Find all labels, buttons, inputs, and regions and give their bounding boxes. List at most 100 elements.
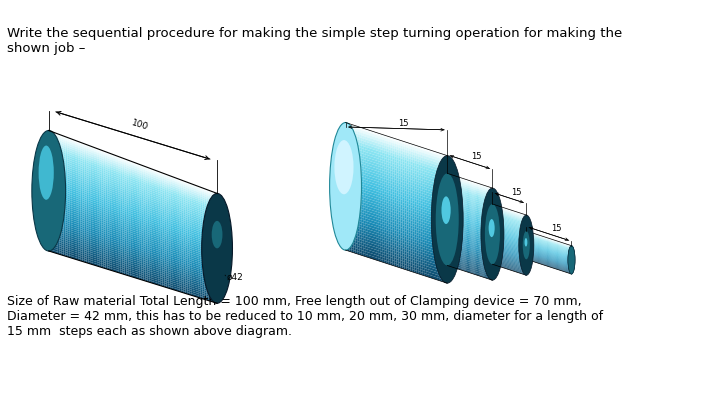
Polygon shape xyxy=(441,210,443,213)
Polygon shape xyxy=(213,291,215,294)
Polygon shape xyxy=(97,225,100,228)
Polygon shape xyxy=(148,280,150,282)
Polygon shape xyxy=(169,264,171,266)
Polygon shape xyxy=(395,205,396,208)
Polygon shape xyxy=(473,235,475,237)
Polygon shape xyxy=(83,159,85,162)
Polygon shape xyxy=(461,250,462,252)
Polygon shape xyxy=(437,206,439,209)
Polygon shape xyxy=(554,263,555,264)
Polygon shape xyxy=(548,249,549,250)
Polygon shape xyxy=(79,143,81,146)
Polygon shape xyxy=(97,190,100,193)
Polygon shape xyxy=(133,220,135,222)
Polygon shape xyxy=(171,246,173,248)
Polygon shape xyxy=(150,233,152,235)
Polygon shape xyxy=(81,237,83,240)
Polygon shape xyxy=(466,181,467,184)
Polygon shape xyxy=(476,227,477,229)
Polygon shape xyxy=(409,148,411,151)
Polygon shape xyxy=(366,190,368,194)
Polygon shape xyxy=(64,240,66,242)
Polygon shape xyxy=(472,226,473,228)
Polygon shape xyxy=(472,208,473,209)
Polygon shape xyxy=(354,158,355,162)
Polygon shape xyxy=(559,250,561,251)
Polygon shape xyxy=(453,234,454,236)
Polygon shape xyxy=(51,141,53,144)
Polygon shape xyxy=(556,264,557,265)
Polygon shape xyxy=(423,186,425,189)
Polygon shape xyxy=(125,180,127,183)
Polygon shape xyxy=(93,210,95,213)
Polygon shape xyxy=(485,206,486,208)
Polygon shape xyxy=(184,246,186,249)
Polygon shape xyxy=(355,159,358,162)
Polygon shape xyxy=(139,201,142,203)
Polygon shape xyxy=(471,247,472,250)
Polygon shape xyxy=(528,251,529,252)
Polygon shape xyxy=(360,198,362,202)
Polygon shape xyxy=(433,184,435,187)
Polygon shape xyxy=(83,186,85,189)
Polygon shape xyxy=(171,266,173,269)
Polygon shape xyxy=(372,154,374,157)
Polygon shape xyxy=(537,251,538,252)
Polygon shape xyxy=(200,285,203,288)
Polygon shape xyxy=(127,202,129,205)
Polygon shape xyxy=(144,231,146,233)
Polygon shape xyxy=(553,245,554,246)
Polygon shape xyxy=(439,250,441,253)
Polygon shape xyxy=(450,255,451,257)
Polygon shape xyxy=(165,178,167,180)
Polygon shape xyxy=(110,178,112,181)
Polygon shape xyxy=(569,264,570,265)
Polygon shape xyxy=(348,151,350,154)
Polygon shape xyxy=(425,163,427,167)
Polygon shape xyxy=(378,192,380,195)
Polygon shape xyxy=(209,231,211,233)
Polygon shape xyxy=(177,270,179,273)
Polygon shape xyxy=(411,197,413,200)
Polygon shape xyxy=(527,244,528,245)
Polygon shape xyxy=(205,191,207,193)
Polygon shape xyxy=(561,253,562,254)
Polygon shape xyxy=(112,160,114,163)
Polygon shape xyxy=(479,252,481,254)
Polygon shape xyxy=(198,236,200,239)
Polygon shape xyxy=(85,165,87,168)
Polygon shape xyxy=(70,208,72,211)
Polygon shape xyxy=(60,192,62,195)
Polygon shape xyxy=(454,233,456,235)
Polygon shape xyxy=(443,233,445,237)
Polygon shape xyxy=(346,209,348,213)
Polygon shape xyxy=(76,184,79,187)
Polygon shape xyxy=(190,226,192,229)
Polygon shape xyxy=(407,168,409,171)
Polygon shape xyxy=(475,192,476,194)
Polygon shape xyxy=(148,276,150,279)
Polygon shape xyxy=(144,275,146,277)
Polygon shape xyxy=(481,269,482,271)
Polygon shape xyxy=(144,223,146,226)
Polygon shape xyxy=(184,291,186,294)
Polygon shape xyxy=(53,196,55,199)
Polygon shape xyxy=(55,249,57,252)
Polygon shape xyxy=(97,248,100,251)
Polygon shape xyxy=(348,182,350,185)
Polygon shape xyxy=(169,222,171,225)
Polygon shape xyxy=(404,195,407,198)
Polygon shape xyxy=(215,198,217,201)
Polygon shape xyxy=(146,243,148,246)
Polygon shape xyxy=(437,196,439,199)
Polygon shape xyxy=(154,215,156,218)
Polygon shape xyxy=(532,241,533,242)
Polygon shape xyxy=(104,169,106,171)
Polygon shape xyxy=(161,240,163,243)
Polygon shape xyxy=(207,222,209,225)
Polygon shape xyxy=(60,228,62,231)
Polygon shape xyxy=(194,241,196,243)
Polygon shape xyxy=(552,259,553,260)
Polygon shape xyxy=(362,230,364,233)
Polygon shape xyxy=(415,268,416,271)
